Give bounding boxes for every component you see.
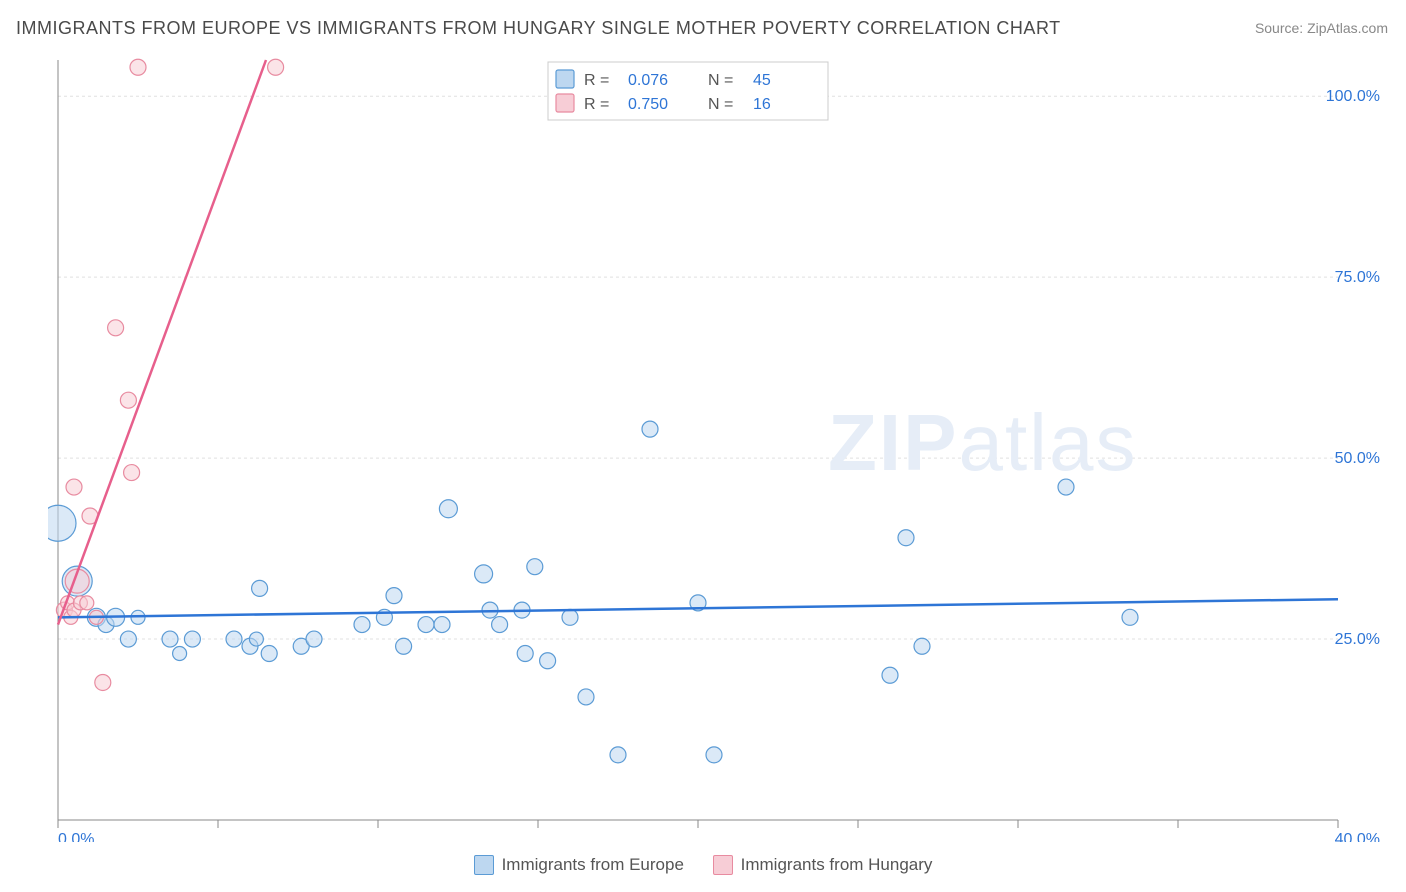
- svg-text:N =: N =: [708, 72, 733, 89]
- svg-text:100.0%: 100.0%: [1326, 88, 1380, 105]
- watermark: ZIPatlas: [828, 398, 1137, 487]
- svg-text:75.0%: 75.0%: [1335, 269, 1380, 286]
- svg-text:45: 45: [753, 72, 771, 89]
- svg-text:25.0%: 25.0%: [1335, 631, 1380, 648]
- stats-legend-box: R = 0.076 N = 45 R = 0.750 N = 16: [548, 62, 828, 120]
- svg-text:16: 16: [753, 96, 771, 113]
- chart-title: IMMIGRANTS FROM EUROPE VS IMMIGRANTS FRO…: [16, 18, 1061, 39]
- svg-text:R =: R =: [584, 72, 609, 89]
- axes: 0.0% 40.0%: [58, 60, 1380, 842]
- legend-item-hungary: Immigrants from Hungary: [713, 855, 933, 875]
- svg-text:0.750: 0.750: [628, 96, 668, 113]
- legend-swatch-hungary: [713, 855, 733, 875]
- svg-text:50.0%: 50.0%: [1335, 450, 1380, 467]
- legend-label-hungary: Immigrants from Hungary: [741, 855, 933, 875]
- source-attribution: Source: ZipAtlas.com: [1255, 20, 1388, 36]
- svg-text:ZIPatlas: ZIPatlas: [828, 398, 1137, 487]
- series-legend: Immigrants from Europe Immigrants from H…: [0, 855, 1406, 880]
- legend-item-europe: Immigrants from Europe: [474, 855, 684, 875]
- svg-text:40.0%: 40.0%: [1335, 831, 1380, 842]
- svg-text:R =: R =: [584, 96, 609, 113]
- gridlines: 25.0% 50.0% 75.0% 100.0%: [58, 88, 1380, 648]
- trend-lines: [58, 60, 1338, 625]
- source-label: Source:: [1255, 20, 1307, 36]
- svg-text:0.0%: 0.0%: [58, 831, 94, 842]
- svg-text:N =: N =: [708, 96, 733, 113]
- legend-label-europe: Immigrants from Europe: [502, 855, 684, 875]
- correlation-chart: 25.0% 50.0% 75.0% 100.0% 0.0% 40.0% R = 0.076…: [48, 50, 1388, 842]
- legend-swatch-europe: [474, 855, 494, 875]
- svg-text:0.076: 0.076: [628, 72, 668, 89]
- source-link[interactable]: ZipAtlas.com: [1307, 20, 1388, 36]
